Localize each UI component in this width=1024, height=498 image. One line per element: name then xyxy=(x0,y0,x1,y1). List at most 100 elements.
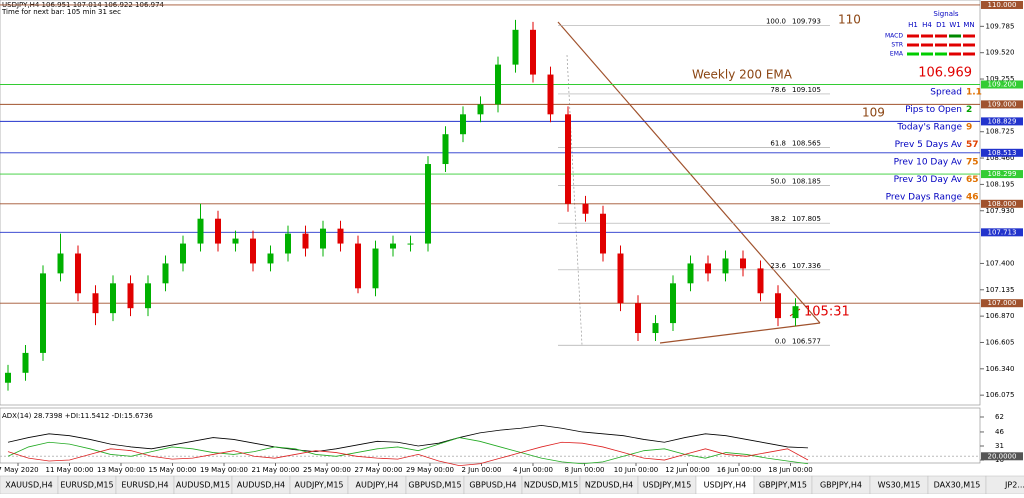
candle-body xyxy=(145,283,151,309)
time-label: 2 Jun 00:00 xyxy=(461,466,501,474)
y-tick-label: 107.930 xyxy=(986,207,1015,215)
main-frame xyxy=(0,0,981,406)
level-label: 108.000 xyxy=(988,200,1017,208)
timer: Time for next bar: 105 min 31 sec xyxy=(1,8,121,16)
ema-annotation: Weekly 200 EMA xyxy=(692,68,793,82)
candle-body xyxy=(302,233,309,249)
tab-label[interactable]: USDJPY,M15 xyxy=(643,481,692,490)
time-label: 13 May 00:00 xyxy=(97,466,145,474)
level-label: 107.713 xyxy=(988,228,1017,236)
time-label: 8 Jun 00:00 xyxy=(564,466,604,474)
tab-label[interactable]: AUDUSD,H4 xyxy=(237,481,285,490)
adx-line xyxy=(7,441,809,467)
info-value: 1.1 xyxy=(966,88,982,98)
candle-body xyxy=(582,203,589,214)
signals-title: Signals xyxy=(933,10,959,18)
tab-label[interactable]: GBPJPY,H4 xyxy=(820,481,862,490)
tab-label[interactable]: GBPUSD,M15 xyxy=(408,481,461,490)
level-annotation: 110 xyxy=(838,13,861,27)
fib-price: 107.336 xyxy=(792,262,821,270)
fib-level: 50.0 xyxy=(770,177,786,185)
tab-label[interactable]: USDJPY,H4 xyxy=(704,481,747,490)
fib-price: 107.805 xyxy=(792,215,821,223)
candle-body xyxy=(407,243,414,245)
tab-label[interactable]: XAUUSD,H4 xyxy=(5,481,53,490)
y-tick-label: 106.075 xyxy=(986,391,1015,399)
fib-level: 100.0 xyxy=(766,18,786,26)
tab-label[interactable]: JP2... xyxy=(1004,481,1024,490)
candle-body xyxy=(337,228,344,244)
candle-body xyxy=(442,134,449,165)
candle-body xyxy=(740,258,746,269)
candle-body xyxy=(705,263,711,274)
level-label: 107.000 xyxy=(988,299,1017,307)
trend-line xyxy=(557,21,821,324)
countdown: 105:31 xyxy=(804,305,850,320)
fib-level: 78.6 xyxy=(770,86,786,94)
fib-level: 23.6 xyxy=(770,262,786,270)
candle-body xyxy=(127,283,134,309)
level-label: 109.000 xyxy=(988,100,1017,108)
info-label: Prev 10 Day Av xyxy=(894,158,963,168)
y-tick-label: 46 xyxy=(995,428,1004,436)
candle-body xyxy=(512,29,519,65)
time-label: 12 Jun 00:00 xyxy=(665,466,709,474)
candle-body xyxy=(180,243,186,264)
signal-column: MN xyxy=(963,21,974,29)
signal-row: STR xyxy=(891,42,903,49)
tab-label[interactable]: EURUSD,M15 xyxy=(60,481,113,490)
candle-body xyxy=(600,213,606,254)
candle-body xyxy=(617,253,624,304)
candle-body xyxy=(757,268,764,294)
tab-label[interactable]: WS30,M15 xyxy=(878,481,921,490)
candle-body xyxy=(372,248,379,289)
candle-body xyxy=(22,352,29,373)
y-tick-label: 109.520 xyxy=(986,49,1015,57)
level-annotation: 109 xyxy=(862,106,885,120)
tab-label[interactable]: GBPUSD,H4 xyxy=(469,481,516,490)
signal-cell xyxy=(949,52,961,56)
level-box xyxy=(981,452,1023,461)
level-label: 108.299 xyxy=(988,170,1017,178)
tab-label[interactable]: DAX30,M15 xyxy=(934,481,981,490)
trend-line xyxy=(659,322,821,344)
tab-label[interactable]: AUDJPY,H4 xyxy=(355,481,398,490)
fib-price: 108.565 xyxy=(792,140,821,148)
level-box xyxy=(981,100,1023,109)
signal-cell xyxy=(907,34,919,38)
time-label: 19 May 00:00 xyxy=(200,466,248,474)
candle-body xyxy=(460,114,466,135)
candle-body xyxy=(722,258,729,274)
candle-body xyxy=(635,303,641,334)
candle-body xyxy=(162,263,169,284)
tab-label[interactable]: GBPJPY,M15 xyxy=(759,481,807,490)
info-label: Prev 5 Days Av xyxy=(895,140,963,150)
candle-body xyxy=(40,273,46,353)
candle-body xyxy=(530,29,536,75)
info-value: 57 xyxy=(966,140,979,150)
fib-price: 109.793 xyxy=(792,18,821,26)
tab-label[interactable]: AUDUSD,M15 xyxy=(176,481,230,490)
signal-column: W1 xyxy=(949,21,960,29)
candle-body xyxy=(390,243,396,249)
candle-body xyxy=(477,104,484,115)
tab-label[interactable]: EURUSD,H4 xyxy=(121,481,168,490)
time-label: 16 Jun 00:00 xyxy=(717,466,761,474)
candle-body xyxy=(425,164,431,244)
time-label: 25 May 00:00 xyxy=(303,466,351,474)
signal-cell xyxy=(935,52,947,56)
signal-cell xyxy=(907,52,919,56)
tab-label[interactable]: NZDUSD,M15 xyxy=(524,481,578,490)
y-tick-label: 106.605 xyxy=(986,338,1015,346)
fib-level: 0.0 xyxy=(775,337,786,345)
tab-label[interactable]: AUDJPY,M15 xyxy=(294,481,343,490)
signal-cell xyxy=(921,34,933,38)
info-label: Prev 30 Day Av xyxy=(894,175,963,185)
level-box xyxy=(981,199,1023,208)
candle-body xyxy=(565,114,571,204)
fib-level: 38.2 xyxy=(770,215,786,223)
y-tick-label: 108.460 xyxy=(986,154,1015,162)
tab-label[interactable]: NZDUSD,H4 xyxy=(585,481,633,490)
level-label: 110.000 xyxy=(988,1,1017,9)
